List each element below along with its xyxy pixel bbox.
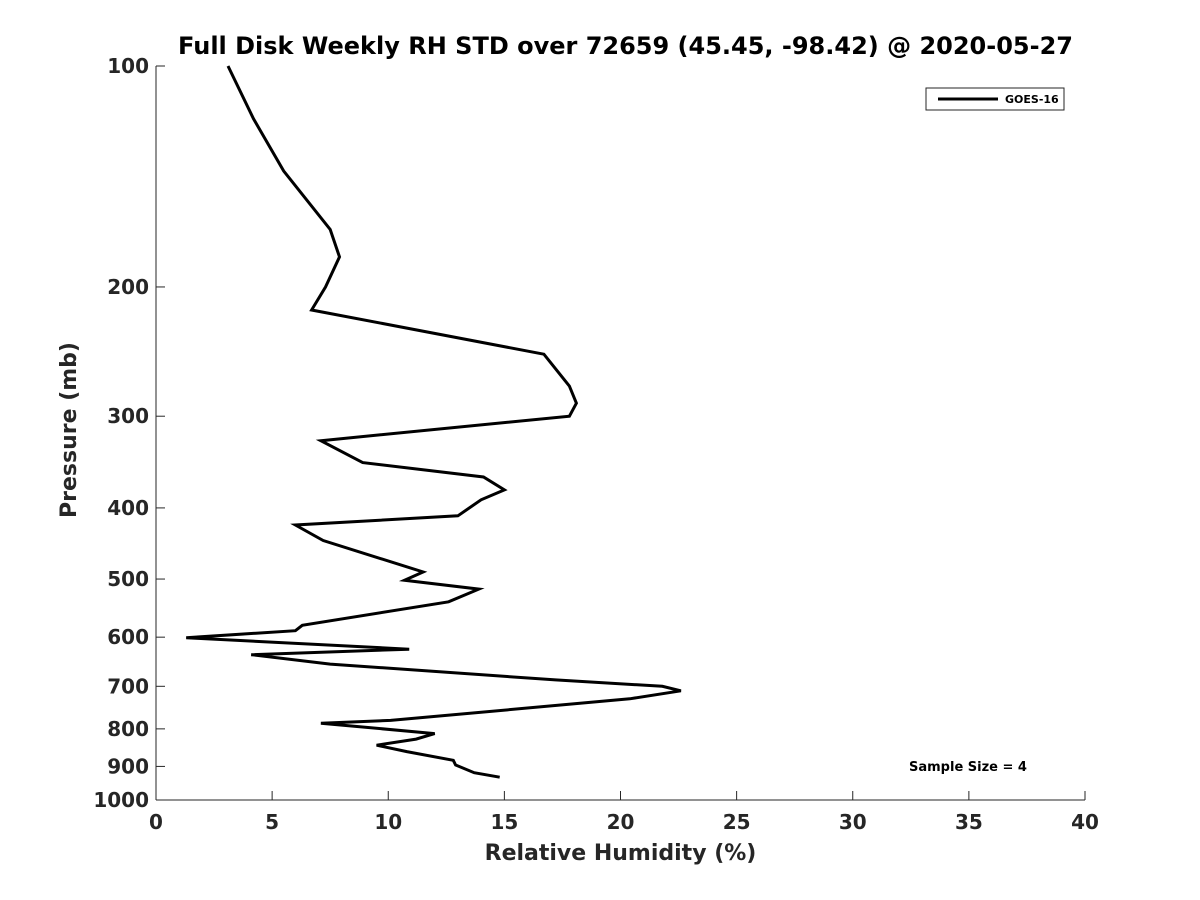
legend: GOES-16 bbox=[925, 87, 1065, 111]
y-tick-label: 400 bbox=[107, 496, 149, 520]
y-tick-label: 500 bbox=[107, 567, 149, 591]
x-tick-label: 35 bbox=[955, 810, 983, 834]
y-tick-label: 1000 bbox=[93, 788, 149, 812]
x-tick-label: 30 bbox=[839, 810, 867, 834]
sample-size-annotation: Sample Size = 4 bbox=[909, 760, 1027, 775]
x-tick-label: 10 bbox=[374, 810, 402, 834]
axes: 0 5 10 15 20 25 30 35 40 100 200 300 400 500 600 700 800… bbox=[93, 54, 1099, 834]
y-tick-label: 300 bbox=[107, 404, 149, 428]
y-axis-label: Pressure (mb) bbox=[57, 342, 82, 518]
y-tick-label: 100 bbox=[107, 54, 149, 78]
chart-title: Full Disk Weekly RH STD over 72659 (45.4… bbox=[178, 32, 1073, 60]
plot-area bbox=[186, 65, 682, 779]
x-tick-label: 40 bbox=[1071, 810, 1099, 834]
x-tick-label: 20 bbox=[607, 810, 635, 834]
x-tick-label: 0 bbox=[149, 810, 163, 834]
legend-label-goes-16: GOES-16 bbox=[1005, 93, 1059, 106]
x-axis-label: Relative Humidity (%) bbox=[485, 841, 757, 866]
y-tick-label: 200 bbox=[107, 275, 149, 299]
x-tick-label: 15 bbox=[490, 810, 518, 834]
y-tick-label: 900 bbox=[107, 754, 149, 778]
y-tick-label: 800 bbox=[107, 717, 149, 741]
y-tick-label: 700 bbox=[107, 674, 149, 698]
y-tick-label: 600 bbox=[107, 625, 149, 649]
x-tick-label: 25 bbox=[723, 810, 751, 834]
series-line-goes-16 bbox=[186, 65, 682, 779]
x-tick-label: 5 bbox=[265, 810, 279, 834]
